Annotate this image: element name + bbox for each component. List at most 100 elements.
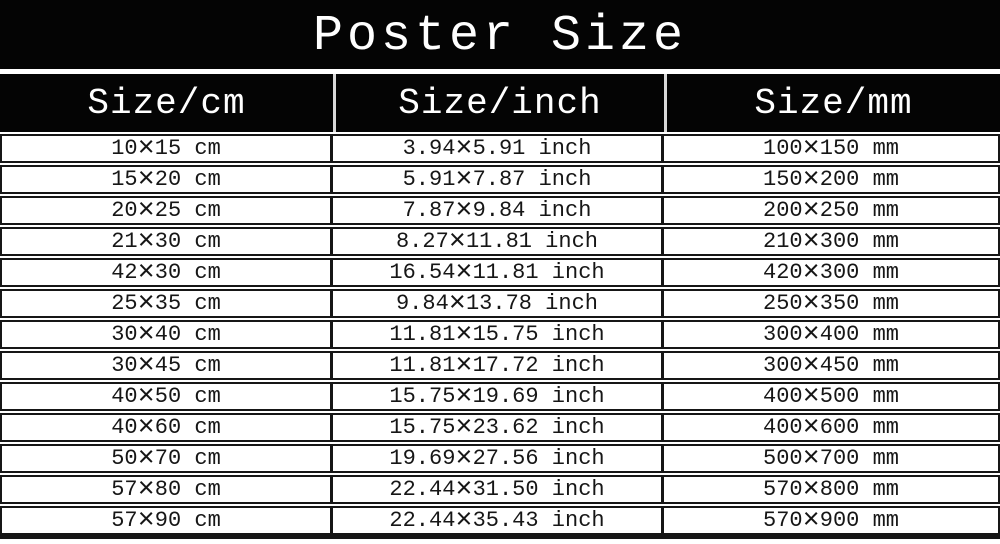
multiply-sign: × [802, 289, 820, 318]
multiply-sign: × [448, 289, 466, 318]
multiply-sign: × [455, 475, 473, 504]
size-table-body: 10×15 cm 3.94×5.91 inch 100×150 mm 15×20 cm… [0, 134, 1000, 539]
column-header-mm: Size/mm [664, 74, 1000, 132]
multiply-sign: × [455, 413, 473, 442]
multiply-sign: × [137, 227, 155, 256]
size-cell-cm: 40×50 cm [0, 382, 333, 411]
table-row: 57×80 cm 22.44×31.50 inch 570×800 mm [0, 475, 1000, 504]
size-cell-mm: 250×350 mm [664, 289, 1000, 318]
multiply-sign: × [455, 165, 473, 194]
size-cell-cm: 20×25 cm [0, 196, 333, 225]
size-cell-inch: 7.87×9.84 inch [333, 196, 664, 225]
multiply-sign: × [802, 382, 820, 411]
size-cell-mm: 210×300 mm [664, 227, 1000, 256]
multiply-sign: × [455, 382, 473, 411]
title-bar: Poster Size [0, 0, 1000, 69]
size-cell-cm: 42×30 cm [0, 258, 333, 287]
multiply-sign: × [802, 506, 820, 537]
multiply-sign: × [455, 196, 473, 225]
size-cell-inch: 22.44×35.43 inch [333, 506, 664, 539]
size-cell-cm: 40×60 cm [0, 413, 333, 442]
table-row: 50×70 cm 19.69×27.56 inch 500×700 mm [0, 444, 1000, 473]
table-header-row: Size/cm Size/inch Size/mm [0, 74, 1000, 132]
size-cell-mm: 570×900 mm [664, 506, 1000, 539]
size-cell-mm: 300×450 mm [664, 351, 1000, 380]
multiply-sign: × [455, 506, 473, 537]
table-row: 30×40 cm 11.81×15.75 inch 300×400 mm [0, 320, 1000, 349]
multiply-sign: × [137, 475, 155, 504]
multiply-sign: × [802, 320, 820, 349]
multiply-sign: × [802, 165, 820, 194]
size-cell-mm: 500×700 mm [664, 444, 1000, 473]
multiply-sign: × [455, 444, 473, 473]
size-cell-mm: 150×200 mm [664, 165, 1000, 194]
multiply-sign: × [137, 506, 155, 537]
size-cell-cm: 50×70 cm [0, 444, 333, 473]
table-row: 15×20 cm 5.91×7.87 inch 150×200 mm [0, 165, 1000, 194]
multiply-sign: × [448, 227, 466, 256]
multiply-sign: × [137, 351, 155, 380]
table-row: 21×30 cm 8.27×11.81 inch 210×300 mm [0, 227, 1000, 256]
multiply-sign: × [137, 196, 155, 225]
size-cell-cm: 30×45 cm [0, 351, 333, 380]
multiply-sign: × [455, 134, 473, 163]
size-cell-cm: 57×90 cm [0, 506, 333, 539]
size-cell-cm: 10×15 cm [0, 134, 333, 163]
size-cell-inch: 8.27×11.81 inch [333, 227, 664, 256]
size-cell-cm: 21×30 cm [0, 227, 333, 256]
multiply-sign: × [455, 258, 473, 287]
table-row: 42×30 cm 16.54×11.81 inch 420×300 mm [0, 258, 1000, 287]
multiply-sign: × [802, 444, 820, 473]
multiply-sign: × [137, 320, 155, 349]
multiply-sign: × [137, 382, 155, 411]
multiply-sign: × [455, 320, 473, 349]
size-cell-inch: 9.84×13.78 inch [333, 289, 664, 318]
size-cell-cm: 57×80 cm [0, 475, 333, 504]
title-divider [0, 69, 1000, 74]
size-cell-cm: 15×20 cm [0, 165, 333, 194]
size-cell-mm: 200×250 mm [664, 196, 1000, 225]
table-row: 30×45 cm 11.81×17.72 inch 300×450 mm [0, 351, 1000, 380]
size-table: 10×15 cm 3.94×5.91 inch 100×150 mm 15×20 cm… [0, 132, 1000, 541]
table-row: 40×50 cm 15.75×19.69 inch 400×500 mm [0, 382, 1000, 411]
size-cell-inch: 11.81×17.72 inch [333, 351, 664, 380]
size-cell-inch: 16.54×11.81 inch [333, 258, 664, 287]
size-cell-inch: 15.75×19.69 inch [333, 382, 664, 411]
size-cell-mm: 570×800 mm [664, 475, 1000, 504]
multiply-sign: × [137, 444, 155, 473]
size-cell-mm: 100×150 mm [664, 134, 1000, 163]
multiply-sign: × [802, 227, 820, 256]
size-cell-cm: 30×40 cm [0, 320, 333, 349]
multiply-sign: × [802, 413, 820, 442]
multiply-sign: × [137, 289, 155, 318]
multiply-sign: × [802, 258, 820, 287]
size-cell-mm: 400×600 mm [664, 413, 1000, 442]
multiply-sign: × [455, 351, 473, 380]
size-cell-inch: 5.91×7.87 inch [333, 165, 664, 194]
table-row: 20×25 cm 7.87×9.84 inch 200×250 mm [0, 196, 1000, 225]
size-cell-cm: 25×35 cm [0, 289, 333, 318]
size-cell-inch: 22.44×31.50 inch [333, 475, 664, 504]
table-row: 25×35 cm 9.84×13.78 inch 250×350 mm [0, 289, 1000, 318]
table-row: 40×60 cm 15.75×23.62 inch 400×600 mm [0, 413, 1000, 442]
multiply-sign: × [802, 475, 820, 504]
column-header-inch: Size/inch [333, 74, 664, 132]
column-header-cm: Size/cm [87, 82, 246, 124]
table-row: 10×15 cm 3.94×5.91 inch 100×150 mm [0, 134, 1000, 163]
multiply-sign: × [137, 134, 155, 163]
multiply-sign: × [137, 165, 155, 194]
multiply-sign: × [137, 413, 155, 442]
size-cell-inch: 15.75×23.62 inch [333, 413, 664, 442]
multiply-sign: × [802, 351, 820, 380]
size-cell-inch: 3.94×5.91 inch [333, 134, 664, 163]
multiply-sign: × [137, 258, 155, 287]
multiply-sign: × [802, 134, 820, 163]
multiply-sign: × [802, 196, 820, 225]
size-cell-mm: 420×300 mm [664, 258, 1000, 287]
table-row: 57×90 cm 22.44×35.43 inch 570×900 mm [0, 506, 1000, 539]
size-cell-inch: 11.81×15.75 inch [333, 320, 664, 349]
size-cell-mm: 300×400 mm [664, 320, 1000, 349]
size-cell-inch: 19.69×27.56 inch [333, 444, 664, 473]
page-title: Poster Size [312, 8, 688, 65]
